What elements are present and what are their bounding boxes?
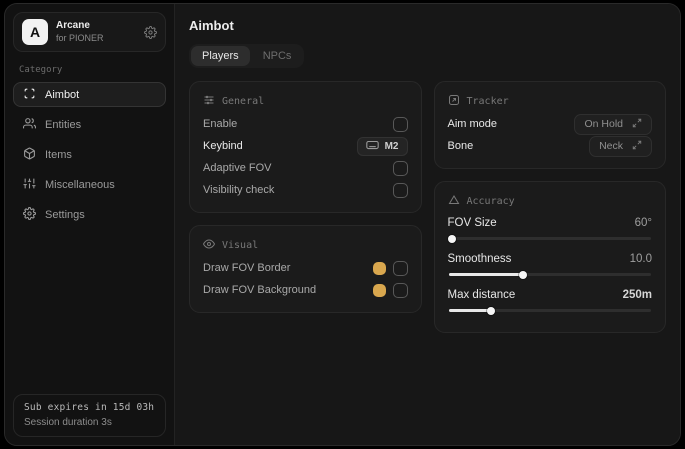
sub-expiry-text: Sub expires in 15d 03h bbox=[24, 402, 155, 413]
bone-value: Neck bbox=[599, 140, 623, 152]
adaptive-fov-label: Adaptive FOV bbox=[203, 162, 272, 174]
aim-mode-row: Aim mode On Hold bbox=[447, 113, 652, 135]
keybind-value: M2 bbox=[384, 140, 399, 152]
sidebar-item-label: Settings bbox=[45, 208, 85, 221]
sidebar: A Arcane for PIONER Category Aimbot Enti… bbox=[5, 4, 175, 445]
brand-subtitle: for PIONER bbox=[56, 32, 104, 43]
aim-mode-select[interactable]: On Hold bbox=[574, 113, 652, 135]
keybind-row: Keybind M2 bbox=[203, 135, 408, 157]
fov-size-slider-handle[interactable] bbox=[447, 234, 456, 243]
target-frame-icon bbox=[448, 94, 460, 109]
sidebar-item-label: Miscellaneous bbox=[45, 178, 115, 191]
gear-icon bbox=[23, 206, 36, 223]
bone-select[interactable]: Neck bbox=[589, 135, 652, 157]
adaptive-fov-checkbox[interactable] bbox=[392, 160, 408, 176]
aim-mode-value: On Hold bbox=[584, 118, 623, 130]
users-icon bbox=[23, 117, 36, 133]
enable-checkbox[interactable] bbox=[392, 116, 408, 132]
visibility-check-checkbox[interactable] bbox=[392, 182, 408, 198]
triangle-icon bbox=[448, 194, 460, 209]
fov-size-label: FOV Size bbox=[447, 217, 497, 229]
smoothness-row: Smoothness 10.0 bbox=[448, 249, 653, 269]
box-icon bbox=[23, 147, 36, 163]
bone-label: Bone bbox=[447, 140, 474, 152]
keyboard-icon bbox=[365, 140, 379, 153]
bone-row: Bone Neck bbox=[447, 135, 652, 157]
accuracy-card: Accuracy FOV Size 60° Smoothness 10.0 bbox=[433, 181, 666, 333]
sliders-icon bbox=[23, 177, 36, 193]
fov-background-row: Draw FOV Background bbox=[203, 279, 408, 301]
aim-mode-label: Aim mode bbox=[447, 118, 498, 130]
card-title: Visual bbox=[222, 240, 259, 251]
max-distance-row: Max distance 250m bbox=[448, 285, 653, 305]
fov-background-label: Draw FOV Background bbox=[203, 284, 317, 296]
expand-icon bbox=[632, 118, 642, 131]
fov-border-color-swatch[interactable] bbox=[372, 261, 386, 275]
sidebar-item-label: Items bbox=[45, 148, 72, 161]
gear-icon[interactable] bbox=[144, 25, 157, 39]
main-panel: Aimbot Players NPCs General Enable bbox=[175, 4, 680, 445]
sidebar-item-aimbot[interactable]: Aimbot bbox=[13, 82, 166, 107]
subscription-card: Sub expires in 15d 03h Session duration … bbox=[13, 394, 166, 437]
smoothness-label: Smoothness bbox=[447, 253, 512, 265]
sidebar-nav: Aimbot Entities Items Miscellaneous Sett… bbox=[13, 82, 166, 227]
fov-size-value: 60° bbox=[634, 217, 652, 229]
sidebar-item-label: Entities bbox=[45, 118, 82, 131]
brand-logo: A bbox=[22, 19, 48, 45]
tab-players[interactable]: Players bbox=[191, 46, 250, 66]
app-window: A Arcane for PIONER Category Aimbot Enti… bbox=[4, 3, 681, 446]
max-distance-label: Max distance bbox=[447, 289, 516, 301]
page-title: Aimbot bbox=[189, 18, 234, 33]
sidebar-item-settings[interactable]: Settings bbox=[13, 202, 166, 227]
max-distance-value: 250m bbox=[622, 289, 652, 301]
sidebar-item-items[interactable]: Items bbox=[13, 142, 166, 167]
general-card: General Enable Keybind M2 Adap bbox=[189, 81, 422, 213]
visual-card: Visual Draw FOV Border Draw FOV Backgrou… bbox=[189, 225, 422, 313]
brand-name: Arcane bbox=[56, 20, 90, 32]
enable-label: Enable bbox=[203, 118, 238, 130]
keybind-label: Keybind bbox=[203, 140, 243, 152]
fov-background-color-swatch[interactable] bbox=[372, 283, 386, 297]
card-title: Accuracy bbox=[466, 196, 515, 207]
max-distance-slider[interactable] bbox=[448, 306, 651, 315]
fov-background-checkbox[interactable] bbox=[392, 282, 408, 298]
fov-size-row: FOV Size 60° bbox=[448, 213, 653, 233]
tracker-card: Tracker Aim mode On Hold Bone Neck bbox=[433, 81, 666, 169]
eye-icon bbox=[202, 238, 216, 253]
smoothness-slider[interactable] bbox=[448, 270, 651, 279]
visibility-check-row: Visibility check bbox=[203, 179, 408, 201]
card-title: Tracker bbox=[466, 96, 509, 107]
fov-border-checkbox[interactable] bbox=[392, 260, 408, 276]
smoothness-slider-handle[interactable] bbox=[519, 270, 528, 279]
keybind-button[interactable]: M2 bbox=[356, 136, 408, 156]
smoothness-value: 10.0 bbox=[629, 253, 652, 265]
card-title: General bbox=[222, 96, 265, 107]
sidebar-item-miscellaneous[interactable]: Miscellaneous bbox=[13, 172, 166, 197]
visibility-check-label: Visibility check bbox=[203, 184, 275, 196]
adaptive-fov-row: Adaptive FOV bbox=[203, 157, 408, 179]
sidebar-item-label: Aimbot bbox=[45, 88, 80, 101]
fov-border-row: Draw FOV Border bbox=[203, 257, 408, 279]
expand-icon bbox=[632, 140, 642, 153]
tab-bar: Players NPCs bbox=[189, 44, 305, 68]
brand-card: A Arcane for PIONER bbox=[13, 12, 166, 52]
sidebar-item-entities[interactable]: Entities bbox=[13, 112, 166, 137]
category-label: Category bbox=[19, 65, 63, 75]
fov-size-slider[interactable] bbox=[447, 234, 651, 243]
enable-row: Enable bbox=[203, 113, 408, 135]
scan-icon bbox=[23, 87, 36, 103]
tab-npcs[interactable]: NPCs bbox=[262, 50, 292, 62]
max-distance-slider-handle[interactable] bbox=[487, 306, 496, 315]
fov-border-label: Draw FOV Border bbox=[203, 262, 291, 274]
sliders-horizontal-icon bbox=[203, 94, 215, 109]
session-duration-text: Session duration 3s bbox=[24, 417, 112, 428]
